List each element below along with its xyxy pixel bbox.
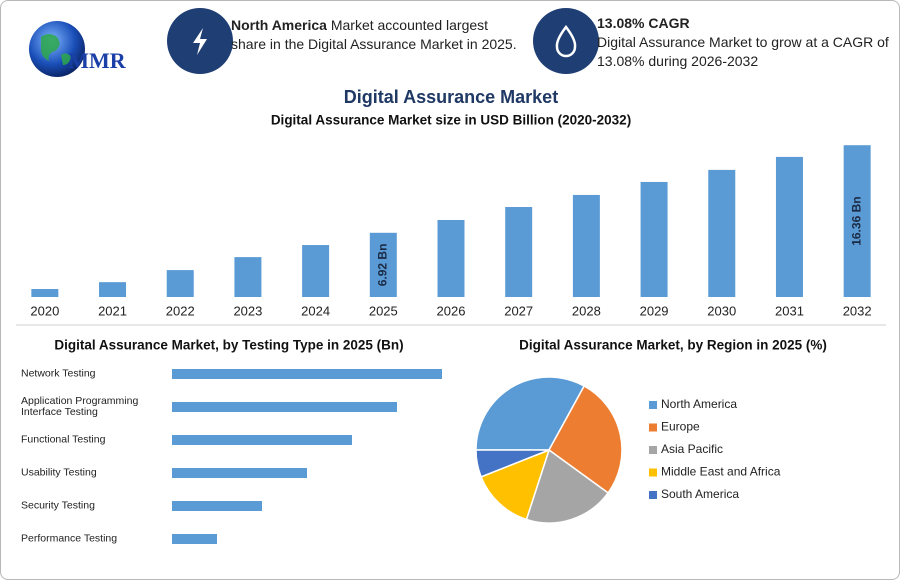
info-box: North America Market accounted largest s… — [231, 16, 526, 54]
drop-icon — [555, 24, 577, 58]
chart-title: Digital Assurance Market — [344, 87, 558, 107]
chart-title: Digital Assurance Market, by Testing Typ… — [54, 338, 403, 353]
bolt-icon — [193, 28, 207, 55]
bar — [302, 245, 330, 297]
legend-label: North America — [661, 397, 737, 411]
bar — [775, 156, 803, 297]
bar — [505, 207, 533, 297]
legend-label: South America — [661, 487, 739, 501]
info-box: 13.08% CAGR Digital Assurance Market to … — [597, 14, 892, 71]
bar — [166, 270, 194, 297]
bar — [172, 402, 397, 412]
bar — [369, 232, 397, 297]
x-tick-label: 2022 — [166, 303, 195, 318]
bar — [843, 145, 871, 297]
logo: MMR — [29, 21, 127, 77]
category-label: Functional Testing — [21, 433, 106, 446]
legend-swatch — [649, 423, 657, 432]
bar — [172, 369, 442, 379]
logo-text: MMR — [68, 48, 127, 73]
x-tick-label: 2029 — [640, 303, 669, 318]
x-tick-label: 2024 — [301, 303, 330, 318]
x-tick-label: 2028 — [572, 303, 601, 318]
legend-label: Middle East and Africa — [661, 465, 781, 479]
bar — [172, 468, 307, 478]
pie-slice — [480, 448, 551, 521]
pie-slice — [525, 448, 610, 524]
pie-slice — [475, 376, 586, 451]
x-tick-label: 2023 — [233, 303, 262, 318]
bar — [172, 534, 217, 544]
bar — [172, 435, 352, 445]
value-label: 6.92 Bn — [375, 244, 389, 287]
bar — [437, 219, 465, 297]
chart-subtitle: Digital Assurance Market size in USD Bil… — [271, 113, 631, 128]
info-icon — [533, 8, 599, 74]
pie-slice — [548, 385, 623, 494]
bar — [99, 282, 127, 297]
legend-swatch — [649, 401, 657, 409]
bar — [640, 181, 668, 297]
bar — [572, 194, 600, 297]
category-label: Performance Testing — [21, 532, 118, 545]
x-tick-label: 2021 — [98, 303, 127, 318]
bar — [234, 257, 262, 297]
category-label: Application Programming Interface Testin… — [21, 395, 139, 418]
pie-slice — [475, 449, 550, 478]
category-label: Usability Testing — [21, 466, 97, 479]
value-label: 16.36 Bn — [849, 196, 863, 245]
legend-swatch — [649, 446, 657, 454]
x-tick-label: 2032 — [843, 303, 872, 318]
info-text: Market accounted largest share in the Di… — [231, 17, 517, 52]
x-tick-label: 2030 — [707, 303, 736, 318]
x-tick-label: 2031 — [775, 303, 804, 318]
x-tick-label: 2025 — [369, 303, 398, 318]
legend-label: Europe — [661, 420, 700, 434]
category-label: Network Testing — [21, 367, 96, 380]
info-highlight: North America — [231, 17, 327, 33]
chart-title: Digital Assurance Market, by Region in 2… — [519, 338, 827, 353]
legend-label: Asia Pacific — [661, 442, 723, 456]
bar — [708, 169, 736, 297]
bar — [31, 289, 59, 297]
x-tick-label: 2026 — [437, 303, 466, 318]
x-tick-label: 2020 — [30, 303, 59, 318]
legend-swatch — [649, 491, 657, 499]
category-label: Security Testing — [21, 499, 95, 512]
info-text: Digital Assurance Market to grow at a CA… — [597, 34, 889, 69]
legend-swatch — [649, 468, 657, 477]
bar — [172, 501, 262, 511]
x-tick-label: 2027 — [504, 303, 533, 318]
info-title: 13.08% CAGR — [597, 15, 690, 31]
